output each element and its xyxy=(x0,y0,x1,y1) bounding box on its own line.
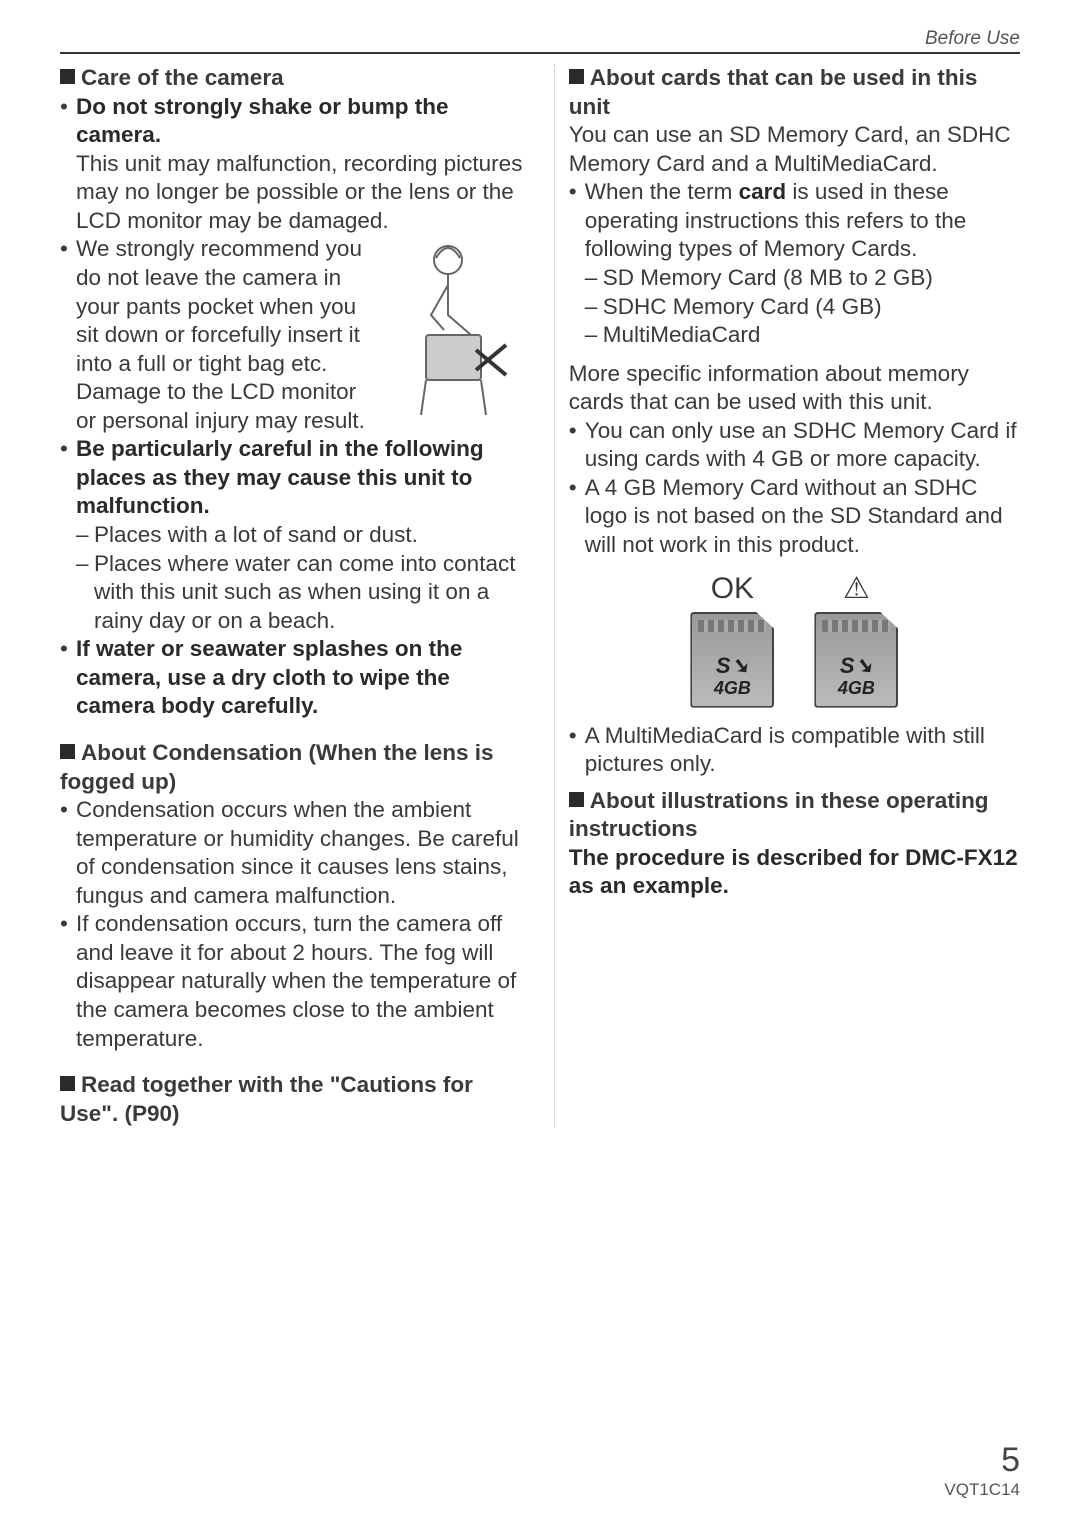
sd-card-icon: S➘ 4GB xyxy=(814,612,898,708)
person-chair-icon xyxy=(376,240,526,430)
bold-text: card xyxy=(739,179,787,204)
square-bullet-icon xyxy=(60,744,75,759)
warn-icon: ⚠ xyxy=(814,570,898,608)
sd-card-icon: S➘ 4GB xyxy=(690,612,774,708)
bullet-item: • Be particularly careful in the followi… xyxy=(60,435,526,521)
body-text: You can use an SD Memory Card, an SDHC M… xyxy=(569,121,1020,178)
dash-item: –MultiMediaCard xyxy=(569,321,1020,350)
square-bullet-icon xyxy=(569,69,584,84)
bullet-item: •Condensation occurs when the ambient te… xyxy=(60,796,526,910)
heading-cards: About cards that can be used in this uni… xyxy=(569,64,1020,121)
bullet-item: • We strongly recommend you do not leave… xyxy=(60,235,526,435)
bullet-item: •A 4 GB Memory Card without an SDHC logo… xyxy=(569,474,1020,560)
square-bullet-icon xyxy=(60,1076,75,1091)
body-text: We strongly recommend you do not leave t… xyxy=(76,235,366,435)
bullet-item: • When the term card is used in these op… xyxy=(569,178,1020,264)
heading-illustrations: About illustrations in these operating i… xyxy=(569,787,1020,844)
card-warn: ⚠ S➘ 4GB xyxy=(814,570,898,708)
square-bullet-icon xyxy=(569,792,584,807)
dash-item: –SDHC Memory Card (4 GB) xyxy=(569,293,1020,322)
bullet-item: •A MultiMediaCard is compatible with sti… xyxy=(569,722,1020,779)
heading-condensation: About Condensation (When the lens is fog… xyxy=(60,739,526,796)
bold-text: The procedure is described for DMC-FX12 … xyxy=(569,845,1018,899)
heading-cautions: Read together with the "Cautions for Use… xyxy=(60,1071,526,1128)
bullet-item: •If condensation occurs, turn the camera… xyxy=(60,910,526,1053)
page-footer: 5 VQT1C14 xyxy=(944,1441,1020,1500)
bullet-item: •You can only use an SDHC Memory Card if… xyxy=(569,417,1020,474)
body-text: This unit may malfunction, recording pic… xyxy=(76,150,526,236)
doc-code: VQT1C14 xyxy=(944,1480,1020,1500)
right-column: About cards that can be used in this uni… xyxy=(554,64,1020,1128)
card-comparison-figure: OK S➘ 4GB ⚠ S➘ 4GB xyxy=(569,570,1020,708)
dash-item: –Places where water can come into contac… xyxy=(60,550,526,636)
pocket-illustration xyxy=(376,235,526,435)
card-ok: OK S➘ 4GB xyxy=(690,570,774,708)
square-bullet-icon xyxy=(60,69,75,84)
bold-text: Do not strongly shake or bump the camera… xyxy=(76,94,449,148)
section-header: Before Use xyxy=(60,28,1020,50)
bullet-item: • Do not strongly shake or bump the came… xyxy=(60,93,526,236)
bold-text: If water or seawater splashes on the cam… xyxy=(76,636,462,718)
two-column-layout: Care of the camera • Do not strongly sha… xyxy=(60,64,1020,1128)
dash-item: –Places with a lot of sand or dust. xyxy=(60,521,526,550)
dash-item: –SD Memory Card (8 MB to 2 GB) xyxy=(569,264,1020,293)
bold-text: Be particularly careful in the following… xyxy=(76,436,484,518)
heading-care: Care of the camera xyxy=(60,64,526,93)
body-text: More specific information about memory c… xyxy=(569,360,1020,417)
header-rule xyxy=(60,52,1020,54)
page-number: 5 xyxy=(944,1441,1020,1480)
bullet-item: • If water or seawater splashes on the c… xyxy=(60,635,526,721)
ok-label: OK xyxy=(690,570,774,608)
left-column: Care of the camera • Do not strongly sha… xyxy=(60,64,526,1128)
